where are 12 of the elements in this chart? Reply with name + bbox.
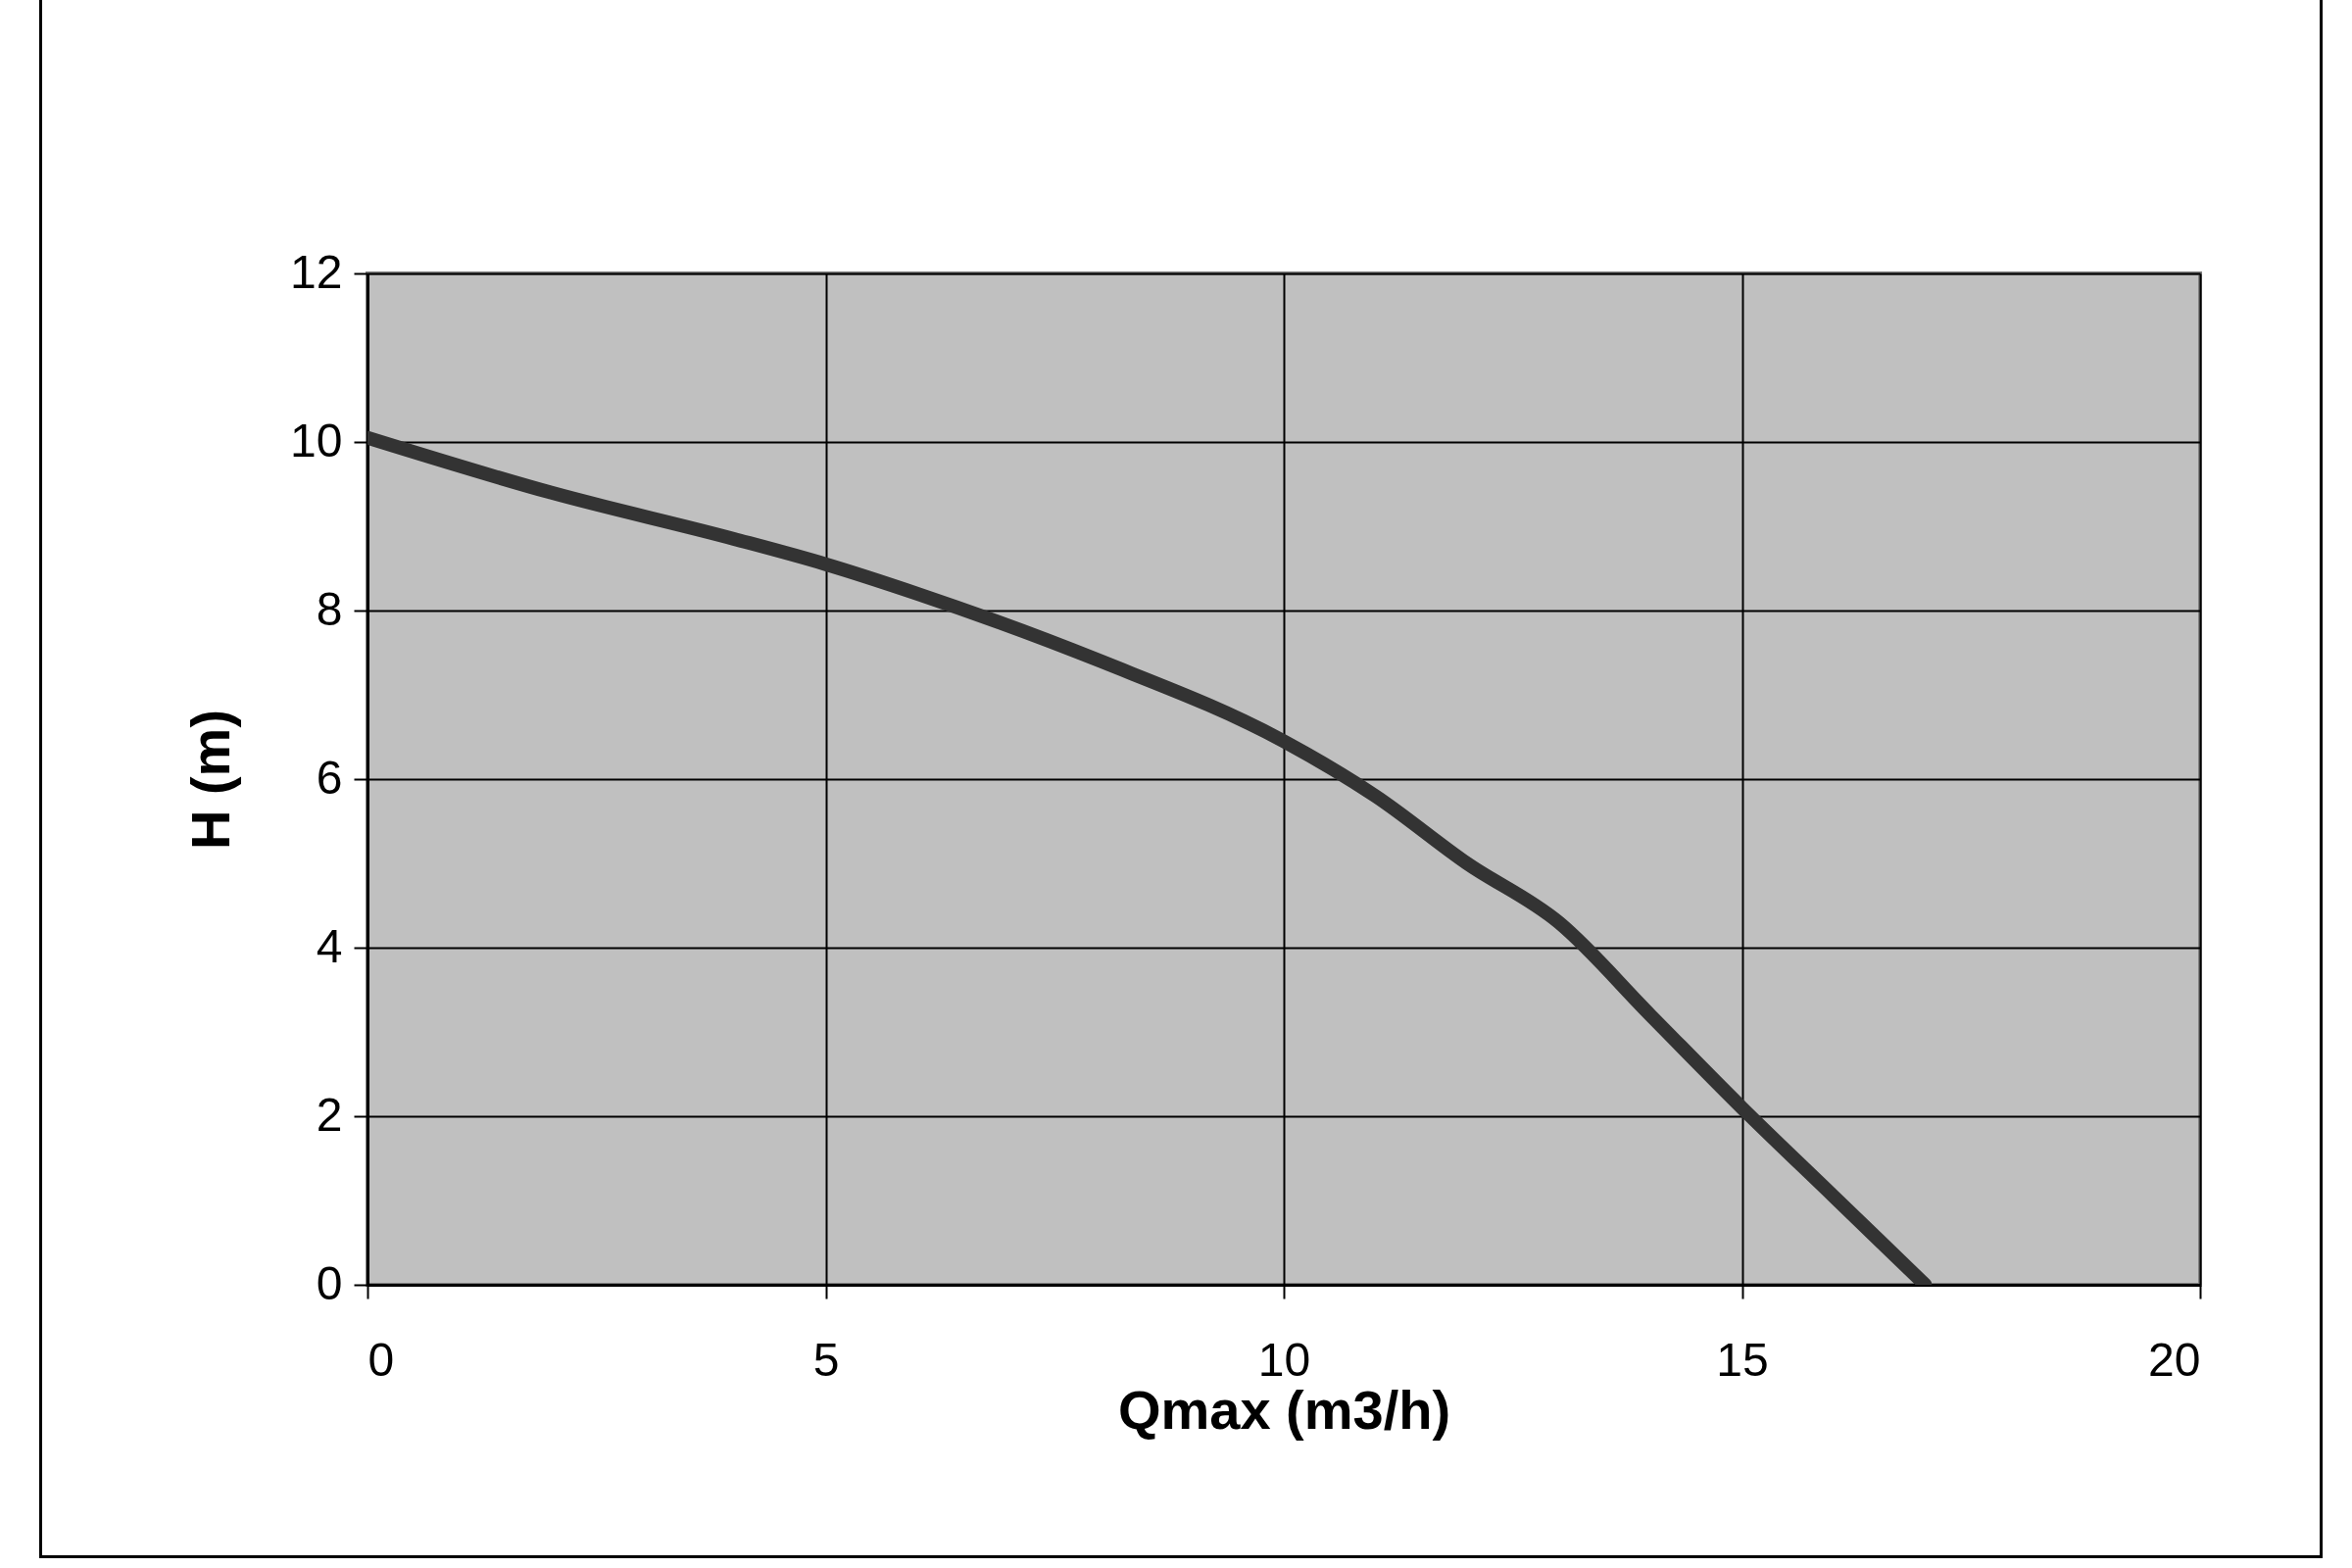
y-tick-label: 0 xyxy=(316,1256,343,1309)
x-tick-label: 15 xyxy=(1716,1333,1769,1386)
x-tick-label: 20 xyxy=(2148,1333,2201,1386)
x-tick-label: 5 xyxy=(812,1333,840,1386)
y-tick-label: 10 xyxy=(290,414,343,466)
y-tick-label: 4 xyxy=(316,919,343,972)
y-tick-label: 6 xyxy=(316,751,343,804)
y-axis-title: H (m) xyxy=(179,709,242,851)
y-tick-label: 8 xyxy=(316,582,343,635)
y-tick-label: 2 xyxy=(316,1088,343,1141)
x-tick-label: 0 xyxy=(368,1333,395,1386)
y-tick-label: 12 xyxy=(290,245,343,298)
